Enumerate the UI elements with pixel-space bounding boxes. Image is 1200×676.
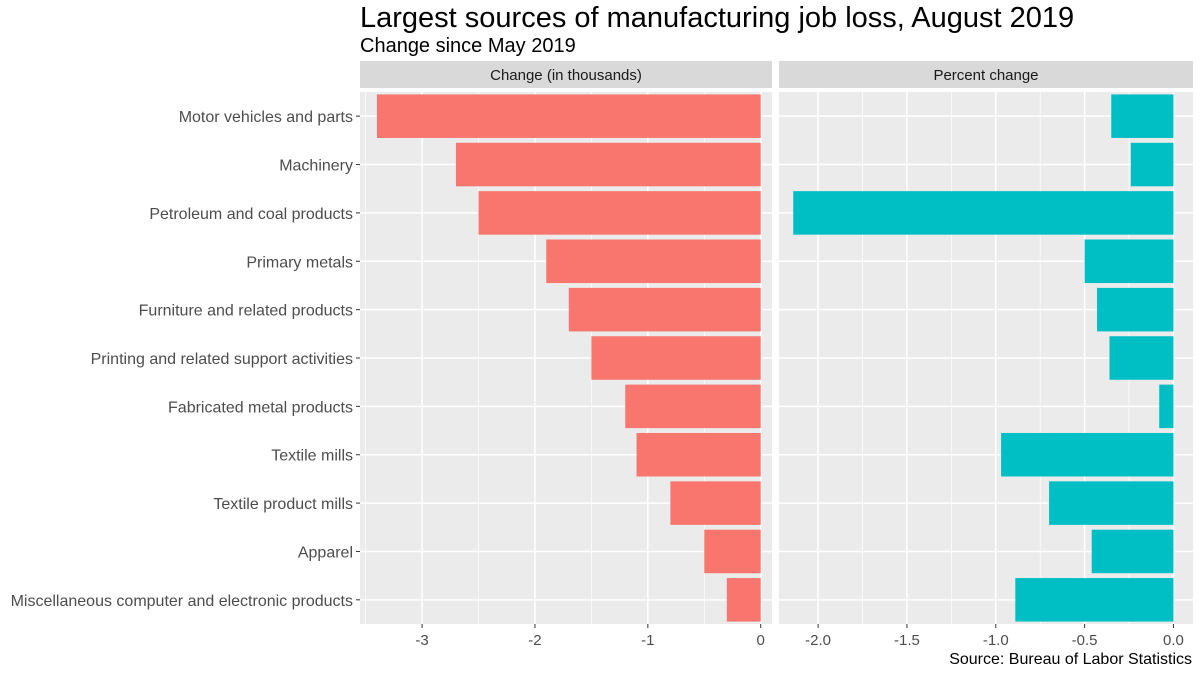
x-tick-label: -3: [415, 632, 428, 649]
chart-subtitle: Change since May 2019: [360, 35, 576, 57]
bar-primary-metals: [546, 239, 761, 284]
strip-background: [779, 61, 1193, 88]
bar-fabricated-metal-products: [625, 384, 761, 429]
strip-label: Percent change: [933, 67, 1038, 84]
chart-title: Largest sources of manufacturing job los…: [360, 2, 1075, 34]
bar-motor-vehicles-and-parts: [376, 94, 761, 138]
category-label: Apparel: [298, 544, 353, 561]
category-label: Printing and related support activities: [91, 351, 353, 368]
category-label: Furniture and related products: [139, 303, 353, 320]
bar-textile-product-mills: [1049, 481, 1174, 525]
bar-primary-metals: [1084, 239, 1174, 284]
x-tick-label: -1.5: [894, 632, 920, 649]
category-label: Miscellaneous computer and electronic pr…: [11, 593, 353, 610]
bar-furniture-and-related-products: [1097, 287, 1174, 332]
bar-miscellaneous-computer-and-electronic-products: [1015, 578, 1174, 622]
bar-petroleum-and-coal-products: [478, 191, 761, 235]
bar-textile-mills: [636, 432, 761, 477]
bar-miscellaneous-computer-and-electronic-products: [726, 578, 761, 622]
bar-textile-mills: [1001, 432, 1174, 477]
x-tick-label: -0.5: [1072, 632, 1098, 649]
bar-motor-vehicles-and-parts: [1111, 94, 1174, 138]
bar-machinery: [1130, 142, 1174, 187]
bar-petroleum-and-coal-products: [793, 191, 1174, 235]
strip-background: [360, 61, 772, 88]
x-tick-label: -1.0: [983, 632, 1009, 649]
x-tick-label: 0: [757, 632, 765, 649]
x-tick-label: -1: [641, 632, 654, 649]
bar-furniture-and-related-products: [568, 287, 761, 332]
bar-machinery: [455, 142, 761, 187]
panel-2: Percent change -2.0 -1.5 -1.0 -0.5 0.0: [779, 61, 1193, 649]
bar-printing-and-related-support-activities: [591, 336, 761, 380]
category-label: Motor vehicles and parts: [179, 109, 353, 126]
y-axis-labels: Motor vehicles and parts Machinery Petrole…: [11, 109, 360, 610]
category-label: Textile mills: [271, 448, 353, 465]
category-label: Textile product mills: [213, 496, 353, 513]
bar-fabricated-metal-products: [1159, 384, 1174, 429]
category-label: Fabricated metal products: [168, 399, 353, 416]
x-tick-label: 0.0: [1163, 632, 1184, 649]
x-tick-label: -2.0: [805, 632, 831, 649]
source-caption: Source: Bureau of Labor Statistics: [949, 651, 1192, 668]
category-label: Primary metals: [246, 254, 353, 271]
category-label: Petroleum and coal products: [149, 206, 353, 223]
category-label: Machinery: [279, 158, 353, 175]
bar-printing-and-related-support-activities: [1109, 336, 1174, 380]
bar-apparel: [1091, 529, 1174, 574]
bar-textile-product-mills: [670, 481, 761, 525]
x-tick-label: -2: [528, 632, 541, 649]
strip-label: Change (in thousands): [490, 67, 642, 84]
bar-apparel: [704, 529, 761, 574]
panel-1: Change (in thousands) -3 -2 -1 0: [360, 61, 772, 649]
